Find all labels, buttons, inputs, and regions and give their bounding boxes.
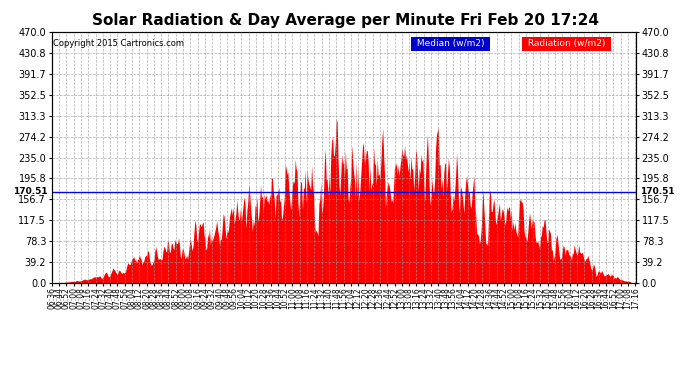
Text: Median (w/m2): Median (w/m2) [414,39,487,48]
Text: Copyright 2015 Cartronics.com: Copyright 2015 Cartronics.com [53,39,184,48]
Text: Solar Radiation & Day Average per Minute Fri Feb 20 17:24: Solar Radiation & Day Average per Minute… [92,13,598,28]
Text: 170.51: 170.51 [13,188,48,196]
Text: 170.51: 170.51 [640,188,675,196]
Text: Radiation (w/m2): Radiation (w/m2) [525,39,609,48]
